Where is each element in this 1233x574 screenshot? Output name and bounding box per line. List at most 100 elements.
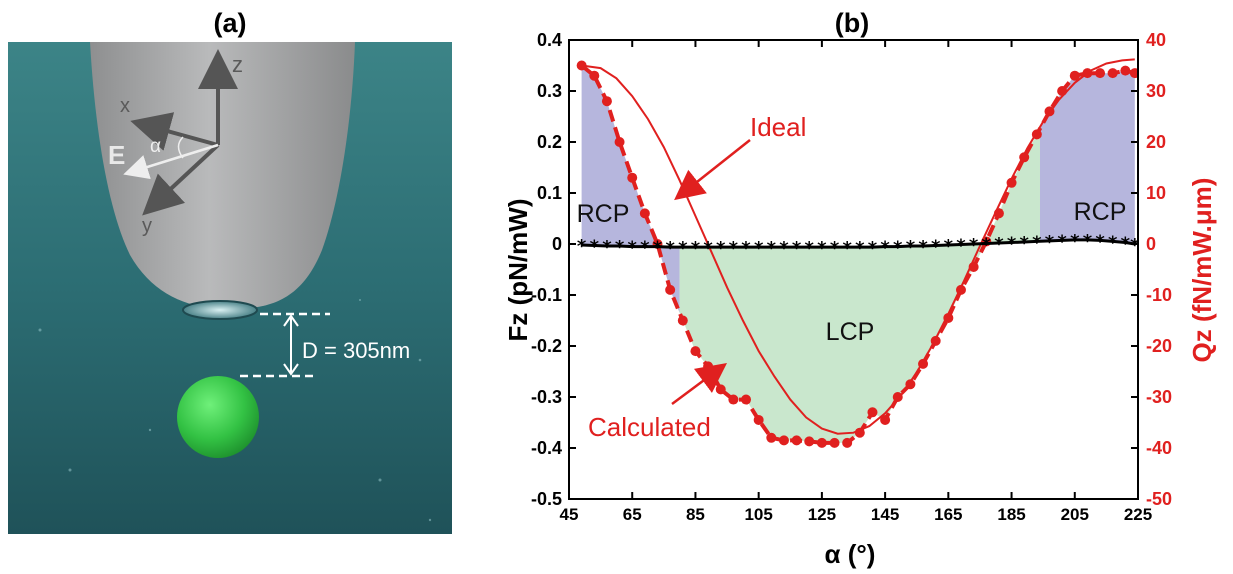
alpha-angle-label: α (150, 136, 161, 157)
point-fz-28: * (931, 237, 941, 258)
point-fz-43: * (1121, 233, 1131, 254)
y-left-tick-label-0.1: 0.1 (537, 183, 562, 203)
point-fz-11: * (716, 238, 726, 259)
left-axis-title: Fz (pN/mW) (503, 199, 533, 342)
region-labels: RCP LCP RCP (577, 198, 1127, 346)
point-calculated-38 (1057, 86, 1068, 96)
calculated-arrow (671, 363, 728, 406)
probe-aperture (182, 300, 258, 320)
ideal-arrow (674, 139, 751, 201)
point-calculated-27 (918, 358, 929, 369)
point-calculated-11 (715, 384, 726, 395)
point-fz-6: * (653, 238, 663, 259)
point-fz-35: * (1019, 233, 1029, 254)
plot-frame (568, 39, 1139, 500)
x-tick-label-65: 65 (623, 505, 642, 524)
point-fz-24: * (880, 238, 890, 259)
point-fz-13: * (741, 238, 751, 259)
point-fz-41: * (1095, 231, 1105, 252)
y-right-tick-label--50: -50 (1146, 489, 1172, 509)
point-fz-31: * (969, 235, 979, 256)
x-tick-label-145: 145 (871, 505, 899, 524)
y-left-tick-label-0.2: 0.2 (537, 132, 562, 152)
y-right-tick-label-0: 0 (1146, 234, 1156, 254)
point-fz-15: * (767, 238, 777, 259)
point-calculated-23 (867, 407, 878, 418)
point-calculated-4 (627, 172, 638, 183)
point-fz-29: * (944, 236, 954, 257)
point-calculated-12 (728, 394, 739, 405)
point-calculated-42 (1107, 68, 1118, 79)
point-fz-37: * (1045, 232, 1055, 253)
point-fz-23: * (868, 238, 878, 259)
point-calculated-3 (614, 137, 625, 147)
point-calculated-29 (943, 312, 954, 323)
region-rcp-0 (581, 65, 680, 313)
axes-ticks: 45 65 85 105 125 145 165 185 205 225 -0.5 -0.4 -0.3 -… (531, 30, 1172, 524)
point-calculated-41 (1095, 68, 1106, 79)
point-calculated-34 (1006, 177, 1017, 188)
series-line-fz (581, 238, 1136, 249)
y-left-tick-label--0.4: -0.4 (531, 438, 562, 458)
point-fz-2: * (602, 237, 612, 258)
point-fz-14: * (754, 238, 764, 259)
y-right-tick-label-40: 40 (1146, 30, 1166, 50)
y-left-tick-label--0.3: -0.3 (531, 387, 562, 407)
point-calculated-21 (842, 437, 853, 448)
y-right-tick-label-30: 30 (1146, 81, 1166, 101)
point-fz-17: * (792, 238, 802, 259)
x-tick-label-85: 85 (686, 505, 705, 524)
panel-b: (b) * * * * * * * * * * * * * * * * * * * * * * * * * * * * * * * * * * * *… (503, 8, 1217, 569)
point-calculated-22 (854, 427, 865, 438)
point-calculated-18 (804, 436, 815, 447)
y-left-tick-label-0: 0 (552, 234, 562, 254)
point-fz-27: * (918, 237, 928, 258)
point-fz-0: * (577, 236, 587, 257)
region-label-lcp-1: LCP (826, 318, 875, 346)
point-fz-16: * (779, 238, 789, 259)
point-fz-10: * (703, 238, 713, 259)
point-fz-18: * (805, 238, 815, 259)
distance-label: D = 305nm (302, 338, 410, 363)
point-fz-12: * (729, 238, 739, 259)
point-calculated-26 (905, 379, 916, 390)
point-calculated-5 (639, 208, 650, 219)
region-label-rcp-0: RCP (577, 200, 630, 228)
point-calculated-35 (1019, 152, 1030, 163)
point-calculated-44 (1129, 68, 1138, 79)
point-fz-25: * (893, 238, 903, 259)
y-left-tick-label--0.1: -0.1 (531, 285, 562, 305)
point-calculated-2 (601, 96, 612, 107)
x-tick-label-105: 105 (744, 505, 772, 524)
point-calculated-17 (791, 435, 802, 446)
particle-sphere (177, 376, 259, 458)
point-calculated-7 (665, 284, 676, 295)
point-fz-30: * (956, 236, 966, 257)
x-tick-label-225: 225 (1124, 505, 1152, 524)
y-right-tick-label--40: -40 (1146, 438, 1172, 458)
point-fz-40: * (1083, 231, 1093, 252)
point-calculated-40 (1082, 68, 1093, 79)
region-label-rcp-2: RCP (1074, 198, 1127, 226)
point-fz-38: * (1057, 231, 1067, 252)
shaded-regions (581, 65, 1135, 443)
distance-marker: D = 305nm (240, 312, 410, 378)
panel-a: (a) z x y E α (8, 8, 452, 534)
y-left-tick-label--0.2: -0.2 (531, 336, 562, 356)
point-calculated-1 (589, 70, 600, 81)
z-axis-label: z (232, 52, 243, 77)
point-fz-5: * (640, 238, 650, 259)
calculated-annotation: Calculated (588, 412, 711, 442)
chart-title: (b) (835, 8, 869, 38)
e-field-label: E (108, 140, 125, 170)
point-fz-42: * (1108, 232, 1118, 253)
point-calculated-9 (690, 346, 701, 357)
point-fz-26: * (906, 237, 916, 258)
y-left-tick-label-0.3: 0.3 (537, 81, 562, 101)
point-calculated-43 (1120, 65, 1131, 76)
point-calculated-31 (968, 261, 979, 272)
x-axis-title: α (°) (825, 539, 876, 569)
point-fz-3: * (615, 237, 625, 258)
point-fz-1: * (590, 237, 600, 258)
point-calculated-0 (576, 60, 587, 71)
